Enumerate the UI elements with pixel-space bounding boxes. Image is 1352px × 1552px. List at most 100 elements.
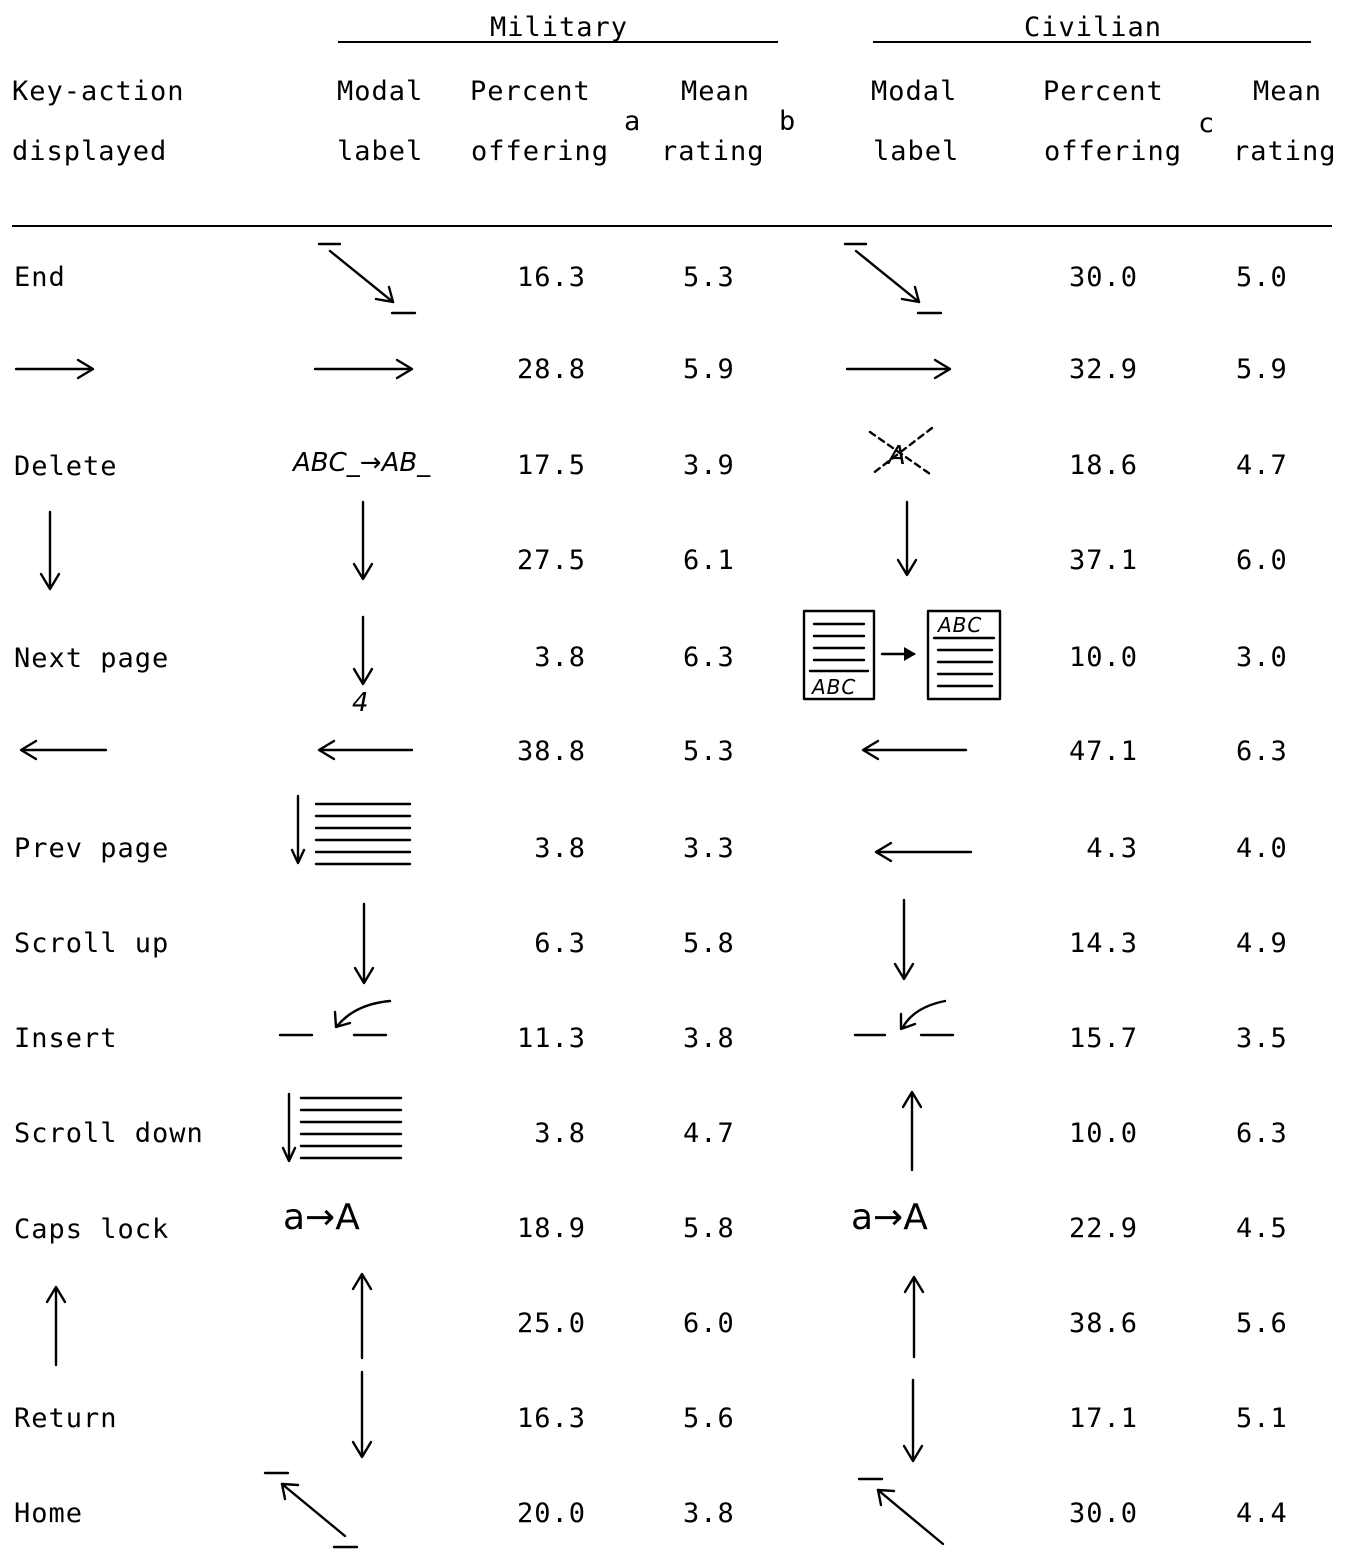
civ-percent: 22.9 bbox=[1068, 1213, 1138, 1244]
crossed-out-a-icon: A bbox=[868, 426, 934, 476]
down-arrow-icon bbox=[39, 510, 61, 591]
mil-mean: 6.1 bbox=[683, 545, 735, 576]
civ-percent: 47.1 bbox=[1068, 736, 1138, 767]
up-arrow-icon bbox=[45, 1285, 67, 1367]
civ-percent: 37.1 bbox=[1068, 545, 1138, 576]
civ-mean: 3.5 bbox=[1236, 1023, 1288, 1054]
mil-percent: 18.9 bbox=[516, 1213, 586, 1244]
col-key-action-line2: displayed bbox=[12, 136, 168, 167]
civ-mean: 4.9 bbox=[1236, 928, 1288, 959]
mil-mean: 5.9 bbox=[683, 354, 735, 385]
mil-mean: 3.8 bbox=[683, 1023, 735, 1054]
mil-percent: 16.3 bbox=[516, 1403, 586, 1434]
mil-percent: 3.8 bbox=[534, 833, 586, 864]
civ-mean: 6.3 bbox=[1236, 1118, 1288, 1149]
page-abc-bottom: ABC bbox=[810, 675, 856, 699]
mil-percent: 20.0 bbox=[516, 1498, 586, 1529]
civilian-rule bbox=[873, 41, 1311, 43]
civ-col-percent-line2: offering bbox=[1044, 136, 1183, 167]
mil-mean: 6.3 bbox=[683, 642, 735, 673]
diagonal-arrow-up-left-icon bbox=[857, 1477, 945, 1546]
up-arrow-icon bbox=[901, 1090, 923, 1172]
page-abc-top: ABC bbox=[936, 613, 982, 637]
civ-percent: 30.0 bbox=[1068, 262, 1138, 293]
civ-percent: 10.0 bbox=[1068, 1118, 1138, 1149]
civ-mean: 6.0 bbox=[1236, 545, 1288, 576]
down-arrow-icon bbox=[893, 898, 915, 981]
down-arrow-page-icon: 4 bbox=[352, 615, 374, 718]
mil-percent: 6.3 bbox=[534, 928, 586, 959]
civ-mean: 4.7 bbox=[1236, 450, 1288, 481]
row-action-label: Scroll down bbox=[14, 1118, 204, 1149]
mil-mean: 5.3 bbox=[683, 736, 735, 767]
left-arrow-icon bbox=[19, 739, 108, 761]
civ-mean: 5.6 bbox=[1236, 1308, 1288, 1339]
abc-to-ab-label: ABC_→AB_ bbox=[293, 448, 431, 478]
mil-percent: 25.0 bbox=[516, 1308, 586, 1339]
down-arrow-icon bbox=[351, 1370, 373, 1459]
civ-percent: 15.7 bbox=[1068, 1023, 1138, 1054]
mil-mean: 6.0 bbox=[683, 1308, 735, 1339]
header-rule bbox=[12, 225, 1332, 227]
mil-percent: 28.8 bbox=[516, 354, 586, 385]
civ-percent: 18.6 bbox=[1068, 450, 1138, 481]
right-arrow-icon bbox=[14, 358, 95, 380]
a-to-A-label: a→A bbox=[851, 1197, 928, 1238]
up-arrow-icon bbox=[351, 1272, 373, 1360]
down-arrow-lines-icon bbox=[281, 1092, 403, 1163]
civ-percent: 10.0 bbox=[1068, 642, 1138, 673]
down-arrow-icon bbox=[902, 1378, 924, 1463]
footnote-a: a bbox=[624, 106, 642, 137]
row-action-label: Scroll up bbox=[14, 928, 170, 959]
diagonal-arrow-up-left-icon bbox=[263, 1471, 359, 1549]
civ-percent: 38.6 bbox=[1068, 1308, 1138, 1339]
civ-col-mean-line2: rating bbox=[1233, 136, 1337, 167]
diagonal-arrow-down-right-icon bbox=[317, 242, 417, 315]
mil-col-modal-line2: label bbox=[337, 136, 424, 167]
mil-percent: 11.3 bbox=[516, 1023, 586, 1054]
military-rule bbox=[338, 41, 778, 43]
mil-mean: 4.7 bbox=[683, 1118, 735, 1149]
civ-percent: 30.0 bbox=[1068, 1498, 1138, 1529]
row-action-label: Prev page bbox=[14, 833, 170, 864]
civ-col-percent-line1: Percent bbox=[1043, 76, 1164, 107]
mil-percent: 3.8 bbox=[534, 642, 586, 673]
down-arrow-icon bbox=[896, 500, 918, 577]
mil-col-percent-line2: offering bbox=[471, 136, 610, 167]
up-arrow-icon bbox=[903, 1275, 925, 1359]
mil-mean: 3.9 bbox=[683, 450, 735, 481]
mil-mean: 5.8 bbox=[683, 928, 735, 959]
right-arrow-icon bbox=[845, 358, 952, 380]
mil-col-mean-line1: Mean bbox=[681, 76, 751, 107]
civ-mean: 4.0 bbox=[1236, 833, 1288, 864]
civ-percent: 32.9 bbox=[1068, 354, 1138, 385]
footnote-c: c bbox=[1198, 108, 1216, 139]
group-military: Military bbox=[490, 12, 629, 43]
mil-mean: 5.8 bbox=[683, 1213, 735, 1244]
page-number-4: 4 bbox=[352, 688, 370, 718]
left-arrow-icon bbox=[874, 841, 973, 863]
row-action-label: Next page bbox=[14, 643, 170, 674]
mil-mean: 5.3 bbox=[683, 262, 735, 293]
col-key-action-line1: Key-action bbox=[12, 76, 185, 107]
insert-curve-arrow-icon bbox=[278, 999, 392, 1037]
group-civilian: Civilian bbox=[1024, 12, 1163, 43]
civ-mean: 4.5 bbox=[1236, 1213, 1288, 1244]
right-arrow-icon bbox=[313, 358, 414, 380]
a-to-A-label: a→A bbox=[283, 1197, 360, 1238]
down-arrow-icon bbox=[352, 500, 374, 581]
mil-mean: 5.6 bbox=[683, 1403, 735, 1434]
civ-col-mean-line1: Mean bbox=[1253, 76, 1323, 107]
mil-percent: 17.5 bbox=[516, 450, 586, 481]
mil-percent: 27.5 bbox=[516, 545, 586, 576]
mil-col-modal-line1: Modal bbox=[337, 76, 424, 107]
civ-mean: 3.0 bbox=[1236, 642, 1288, 673]
mil-percent: 3.8 bbox=[534, 1118, 586, 1149]
row-action-label: Insert bbox=[14, 1023, 118, 1054]
mil-mean: 3.8 bbox=[683, 1498, 735, 1529]
row-action-label: End bbox=[14, 262, 66, 293]
civ-mean: 5.0 bbox=[1236, 262, 1288, 293]
civ-mean: 5.9 bbox=[1236, 354, 1288, 385]
mil-col-mean-line2: rating bbox=[661, 136, 765, 167]
mil-col-percent-line1: Percent bbox=[470, 76, 591, 107]
